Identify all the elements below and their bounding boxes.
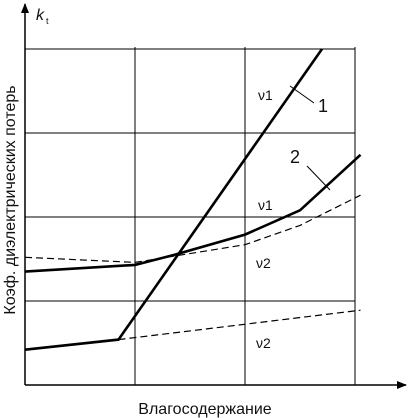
- curve: [24, 153, 362, 273]
- annotation: ν2: [256, 335, 271, 351]
- dashed-curve: [24, 194, 361, 264]
- annotation: ν1: [258, 87, 273, 103]
- dashed-curve: [118, 309, 361, 341]
- y-axis-symbol-sub: t: [46, 16, 49, 26]
- curve-label: 2: [290, 147, 300, 167]
- x-axis-label: Влагосодержание: [138, 401, 272, 418]
- y-axis-symbol: k: [36, 7, 45, 24]
- y-axis-label: Коэф. диэлектрических потерь: [2, 85, 19, 314]
- annotation: ν1: [258, 197, 273, 213]
- curve: [24, 48, 324, 351]
- curve-label: 1: [318, 96, 328, 116]
- annotation: ν2: [256, 255, 271, 271]
